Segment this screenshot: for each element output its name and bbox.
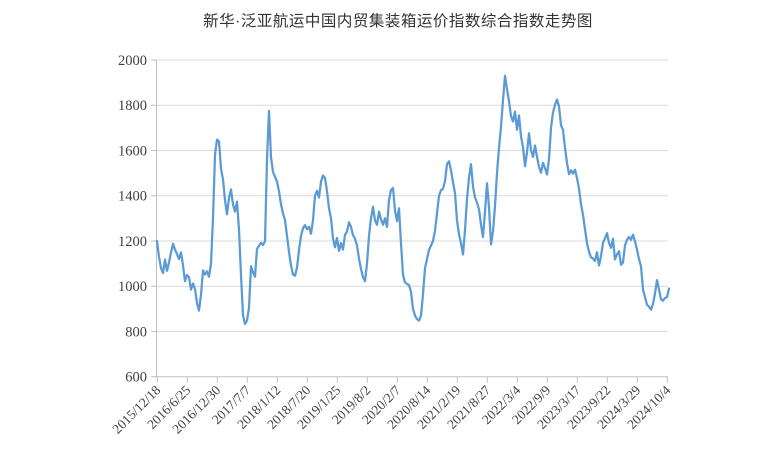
- y-tick-label: 1200: [118, 234, 147, 250]
- x-axis-labels: 2015/12/182016/6/252016/12/302017/7/7201…: [109, 382, 673, 436]
- y-tick-label: 1800: [118, 98, 147, 114]
- y-axis-labels: 600 800 1000 1200 1400 1600 1800 2000: [118, 53, 147, 386]
- y-tick-label: 2000: [118, 53, 147, 69]
- y-tick-label: 1400: [118, 189, 147, 205]
- axes: [151, 59, 668, 383]
- gridlines: [156, 59, 668, 332]
- y-tick-label: 800: [125, 324, 147, 340]
- y-tick-label: 1600: [118, 143, 147, 159]
- chart-title: 新华·泛亚航运中国内贸集装箱运价指数综合指数走势图: [203, 13, 593, 30]
- index-series-line: [155, 74, 671, 326]
- y-tick-label: 1000: [118, 279, 147, 295]
- y-tick-label: 600: [125, 370, 147, 386]
